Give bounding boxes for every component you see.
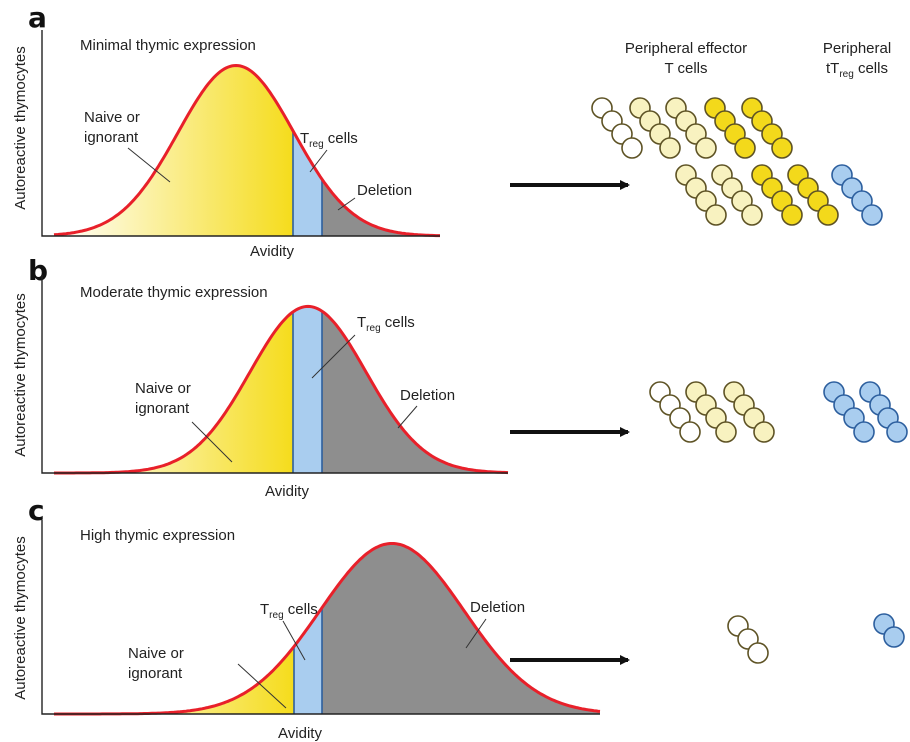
deletion-leader-c [465,618,487,649]
y-axis-label-a: Autoreactive thymocytes [12,46,29,209]
treg-leader-a [309,149,328,173]
y-axis-label-c: Autoreactive thymocytes [12,536,29,699]
y-axis-label-b: Autoreactive thymocytes [12,293,29,456]
effector-cell [621,137,643,159]
naive-label-b-line2: ignorant [135,400,190,417]
effector-cell-bright [771,137,793,159]
treg-header-suffix: cells [854,60,888,77]
treg-label-suffix-a: cells [324,130,358,147]
treg-cell [883,626,905,648]
effector-header-line1: Peripheral effector [625,40,747,57]
treg-band-c [294,607,322,714]
effector-cell [659,137,681,159]
treg-label-sub-c: reg [269,610,283,621]
x-axis-label-a: Avidity [250,243,294,260]
treg-label-main-c: T [260,601,269,618]
panel-letter-b: b [28,254,48,287]
effector-cell [747,642,769,664]
deletion-region-b [322,311,508,473]
deletion-leader-a [337,197,356,211]
effector-cell [753,421,775,443]
treg-label-a: Treg cells [300,130,358,150]
panel-letter-c: c [28,494,45,527]
naive-leader-a [127,147,171,183]
treg-label-main-a: T [300,130,309,147]
effector-cell [741,204,763,226]
treg-cell [886,421,908,443]
distribution-curve-b [54,304,509,475]
effector-cell [695,137,717,159]
treg-cell [853,421,875,443]
treg-cells-a [831,164,883,226]
treg-header-prefix: tT [826,60,839,77]
deletion-region-c [322,543,600,714]
naive-label-c-line1: Naive or [128,645,184,662]
treg-leader-c [282,620,306,661]
effector-cells-a [591,97,839,226]
effector-column-header: Peripheral effector T cells [625,40,747,77]
naive-label-a-line2: ignorant [84,129,139,146]
effector-cell-bright [734,137,756,159]
axes-c [41,520,600,715]
treg-band-b [293,306,322,473]
treg-label-c: Treg cells [260,601,318,621]
effector-cell-bright [817,204,839,226]
effector-header-line2: T cells [664,60,707,77]
naive-label-b-line1: Naive or [135,380,191,397]
effector-cell [715,421,737,443]
naive-region-b [54,311,293,473]
treg-label-b: Treg cells [357,314,415,334]
deletion-leader-b [397,405,418,429]
naive-leader-b [191,421,233,463]
effector-cell-bright [781,204,803,226]
treg-label-sub-b: reg [366,323,380,334]
treg-cells-b [823,381,908,443]
panel-c: c Autoreactive thymocytes High thymic ex… [12,494,630,742]
treg-cells-c [873,613,905,648]
x-axis-label-b: Avidity [265,483,309,500]
effector-cells-b [649,381,775,443]
panel-title-c: High thymic expression [80,527,235,544]
panel-title-a: Minimal thymic expression [80,37,256,54]
naive-leader-c [237,663,287,709]
axes-b [41,275,508,474]
treg-cell [861,204,883,226]
treg-leader-b [311,334,356,379]
distribution-curve-a [53,63,440,238]
effector-cell [679,421,701,443]
effector-cells-c [727,615,769,664]
deletion-region-a [322,179,440,236]
deletion-label-a: Deletion [357,182,412,199]
deletion-label-c: Deletion [470,599,525,616]
naive-label-c-line2: ignorant [128,665,183,682]
naive-region-a [54,65,293,236]
x-axis-label-c: Avidity [278,725,322,742]
treg-label-suffix-b: cells [381,314,415,331]
panel-a: a Autoreactive thymocytes Minimal thymic… [12,1,630,260]
treg-column-header: Peripheral tTreg cells [823,40,891,80]
effector-cell [705,204,727,226]
treg-label-suffix-c: cells [284,601,318,618]
panel-letter-a: a [28,1,47,34]
axes-a [41,30,440,237]
naive-label-a-line1: Naive or [84,109,140,126]
treg-label-sub-a: reg [309,139,323,150]
deletion-label-b: Deletion [400,387,455,404]
treg-band-a [293,130,322,236]
naive-region-c [54,646,294,714]
treg-header-line2: tTreg cells [826,60,888,80]
panel-b: b Autoreactive thymocytes Moderate thymi… [12,254,630,500]
treg-label-main-b: T [357,314,366,331]
treg-header-line1: Peripheral [823,40,891,57]
treg-header-sub: reg [839,69,853,80]
panel-title-b: Moderate thymic expression [80,284,268,301]
